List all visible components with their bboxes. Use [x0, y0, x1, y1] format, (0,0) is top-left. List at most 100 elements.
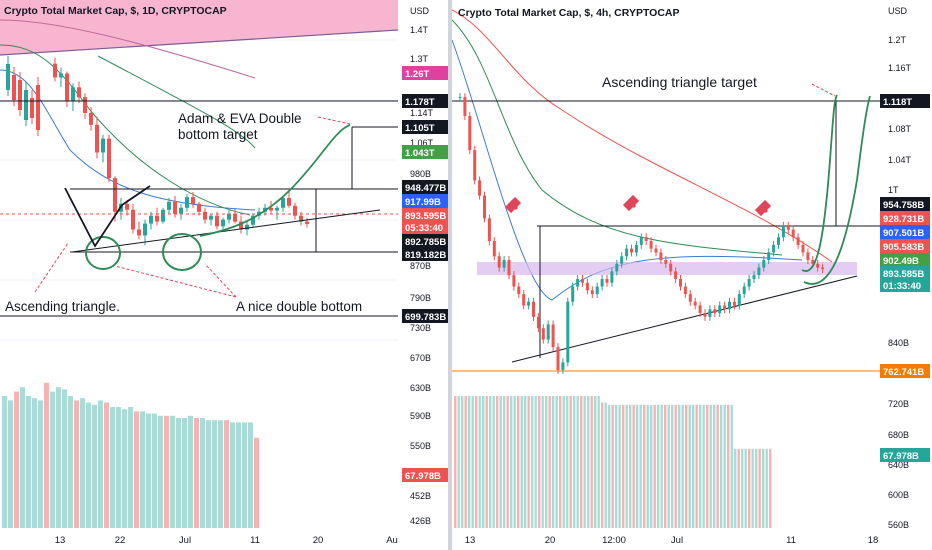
volume-bar: [92, 404, 97, 528]
candle-body: [546, 324, 550, 340]
volume-bar: [545, 396, 548, 528]
y-tick-label: 1.16T: [888, 63, 912, 73]
candle-body: [502, 260, 506, 268]
candle-body: [497, 256, 501, 268]
y-tick-label: 1.04T: [888, 155, 912, 165]
candle-body: [796, 237, 800, 245]
zone-trendline: [0, 29, 399, 56]
volume-bar: [758, 448, 761, 528]
candle-body: [644, 237, 648, 242]
price-label-box: [880, 278, 930, 292]
price-label: 1.26T: [405, 69, 429, 80]
candle-body: [468, 115, 472, 151]
candle-body: [269, 207, 273, 211]
candle-body: [512, 275, 516, 287]
candle-body: [737, 294, 741, 306]
candle-body: [36, 85, 40, 130]
x-tick-label: 20: [313, 535, 324, 546]
volume-bar: [194, 418, 199, 528]
volume-bar: [14, 391, 19, 528]
volume-bar: [755, 448, 758, 528]
candle-body: [595, 286, 599, 295]
price-label: 762.741B: [883, 367, 924, 378]
volume-bar: [590, 396, 593, 528]
panel-divider[interactable]: [448, 0, 452, 550]
price-label-box: [402, 145, 448, 159]
x-tick-label: 13: [465, 535, 476, 546]
candle-body: [155, 215, 159, 222]
volume-bar: [236, 422, 241, 528]
y-tick-label: 680B: [888, 430, 909, 440]
candle-body: [777, 237, 780, 245]
candle-body: [137, 229, 141, 236]
candle-body: [718, 305, 722, 314]
volume-bar: [657, 404, 660, 528]
price-label: 67.978B: [405, 471, 441, 482]
volume-bar: [762, 448, 765, 528]
candle-body: [458, 97, 462, 99]
annotation-arrow: [317, 116, 351, 125]
candle-body: [167, 201, 171, 210]
volume-bar: [499, 396, 502, 528]
volume-bar: [653, 404, 656, 528]
candle-body: [492, 241, 496, 257]
volume-bar: [482, 396, 485, 528]
volume-bar: [116, 407, 121, 528]
candle-body: [18, 80, 22, 110]
candle-body: [581, 278, 584, 283]
volume-bar: [580, 396, 583, 528]
candle-body: [239, 221, 243, 230]
price-label: 928.731B: [883, 214, 924, 225]
volume-bar: [254, 437, 259, 528]
volume-bar: [510, 396, 513, 528]
y-tick-label: 590B: [410, 411, 431, 421]
volume-bar: [200, 418, 205, 528]
price-label-box: [880, 197, 930, 211]
candle-body: [600, 278, 604, 287]
candle-body: [703, 313, 707, 317]
volume-bar: [152, 413, 157, 528]
volume-bar: [541, 396, 544, 528]
currency-label: USD: [888, 6, 908, 16]
volume-bar: [454, 396, 457, 528]
candle-body: [664, 260, 668, 264]
candle-body: [674, 271, 678, 279]
volume-bar: [62, 389, 67, 528]
candle-body: [541, 328, 545, 340]
candle-body: [620, 256, 624, 264]
y-tick-label: 670B: [410, 353, 431, 363]
volume-bar: [461, 396, 464, 528]
y-tick-label: 630B: [410, 383, 431, 393]
candle-body: [811, 260, 815, 264]
volume-bar: [188, 415, 193, 528]
volume-bar: [478, 396, 481, 528]
candle-body: [816, 263, 820, 268]
annotation-arrow: [204, 263, 237, 298]
y-tick-label: 730B: [410, 323, 431, 333]
candle-body: [101, 138, 105, 153]
y-tick-label: 1.14T: [410, 108, 434, 118]
price-label-box: [402, 180, 448, 194]
y-tick-label: 640B: [888, 460, 909, 470]
y-tick-label: 870B: [410, 261, 431, 271]
forecast-path: [199, 124, 351, 237]
resistance-zone: [0, 0, 398, 55]
double-bottom-circle-1: [85, 236, 121, 270]
volume-bar: [583, 396, 586, 528]
volume-bar: [68, 396, 73, 528]
volume-bar: [692, 404, 695, 528]
volume-bar: [741, 448, 744, 528]
y-tick-label: 600B: [888, 490, 909, 500]
volume-bar: [527, 396, 530, 528]
price-label: 902.49B: [883, 256, 919, 267]
candle-body: [762, 260, 766, 268]
volume-bar: [660, 404, 663, 528]
candle-body: [786, 225, 790, 230]
candle-body: [507, 260, 511, 276]
volume-bar: [730, 404, 733, 528]
y-tick-label: 426B: [410, 516, 431, 526]
right-chart[interactable]: Ascending triangle target 1.2T 1.16T 1.08T 1…: [452, 0, 932, 550]
volume-bar: [744, 448, 747, 528]
volume-bar: [248, 422, 253, 528]
